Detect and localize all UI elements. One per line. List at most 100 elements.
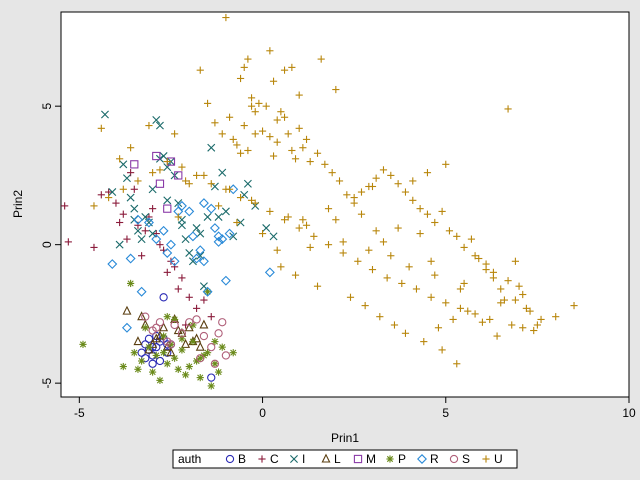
data-point <box>431 218 439 227</box>
data-point <box>299 216 307 224</box>
data-point <box>149 205 157 213</box>
data-point <box>132 214 143 225</box>
data-point <box>445 227 454 235</box>
data-point <box>489 268 498 276</box>
data-point <box>394 224 402 232</box>
data-point <box>332 216 340 224</box>
data-point <box>119 362 127 371</box>
data-point <box>107 259 118 270</box>
data-point <box>152 351 160 360</box>
data-point <box>174 285 182 293</box>
data-point <box>178 163 186 171</box>
legend-label-R: R <box>430 452 439 466</box>
data-point <box>137 235 146 244</box>
data-point <box>401 329 410 337</box>
data-point <box>218 168 227 177</box>
data-point <box>504 105 512 113</box>
data-point <box>181 371 190 379</box>
data-point <box>368 182 377 191</box>
data-point <box>383 274 391 282</box>
data-point <box>148 185 157 194</box>
legend-label-S: S <box>462 452 470 466</box>
x-axis: -5 0 5 10 <box>74 397 636 420</box>
data-point <box>288 146 296 155</box>
data-point <box>130 185 138 193</box>
data-point <box>236 218 245 227</box>
data-point <box>121 322 132 333</box>
data-point <box>471 310 479 318</box>
data-point <box>163 313 171 321</box>
data-point <box>264 267 275 278</box>
data-point <box>196 66 204 74</box>
data-point <box>497 299 505 307</box>
data-point <box>221 351 231 360</box>
y-axis-label: Prin2 <box>11 190 25 218</box>
data-point <box>365 246 373 254</box>
legend-marker-M <box>353 454 363 464</box>
data-point <box>151 234 162 245</box>
data-point <box>130 349 138 357</box>
data-point <box>339 249 347 257</box>
data-point <box>108 188 117 197</box>
data-point <box>198 256 209 267</box>
data-point <box>155 121 164 130</box>
data-point <box>155 356 165 366</box>
data-point <box>423 169 432 177</box>
series-U <box>90 13 578 368</box>
data-point <box>187 231 198 242</box>
data-point <box>156 166 164 174</box>
data-point <box>357 188 366 196</box>
data-point <box>163 268 171 276</box>
data-point <box>266 47 274 55</box>
data-point <box>217 234 228 245</box>
data-point <box>222 13 230 22</box>
legend-marker-L <box>321 453 331 463</box>
series-P <box>79 279 237 390</box>
data-point <box>229 232 238 241</box>
data-point <box>284 130 292 138</box>
data-point <box>151 333 161 343</box>
data-point <box>196 374 204 382</box>
data-point <box>145 213 153 221</box>
data-point <box>504 277 512 285</box>
data-point <box>192 333 202 343</box>
data-point <box>133 336 143 346</box>
data-point <box>438 207 446 216</box>
data-point <box>207 342 216 352</box>
data-point <box>225 113 234 121</box>
data-point <box>200 296 208 304</box>
data-point <box>149 368 157 376</box>
data-point <box>213 236 224 247</box>
data-point <box>171 263 179 271</box>
data-point <box>192 304 201 312</box>
y-tick-label: -5 <box>40 377 54 388</box>
data-point <box>116 218 124 227</box>
data-point <box>475 254 483 263</box>
data-point <box>178 346 186 354</box>
data-point <box>112 199 120 207</box>
data-point <box>244 146 252 155</box>
data-point <box>152 323 161 332</box>
data-point <box>203 212 212 221</box>
data-point <box>500 296 509 304</box>
data-point <box>138 357 146 365</box>
data-point <box>321 160 329 168</box>
data-point <box>412 285 421 293</box>
data-point <box>427 257 435 265</box>
data-point <box>486 315 494 324</box>
data-point <box>394 180 402 188</box>
data-point <box>200 171 208 180</box>
data-point <box>203 349 212 357</box>
data-point <box>328 169 336 177</box>
data-point <box>214 368 223 376</box>
data-point <box>262 102 270 110</box>
legend-marker-C <box>258 455 266 463</box>
data-point <box>136 286 147 297</box>
data-point <box>214 212 223 221</box>
data-point <box>152 116 161 125</box>
data-point <box>284 213 292 221</box>
data-point <box>269 77 278 85</box>
data-point <box>192 315 201 324</box>
data-point <box>141 312 150 321</box>
data-point <box>515 282 523 290</box>
